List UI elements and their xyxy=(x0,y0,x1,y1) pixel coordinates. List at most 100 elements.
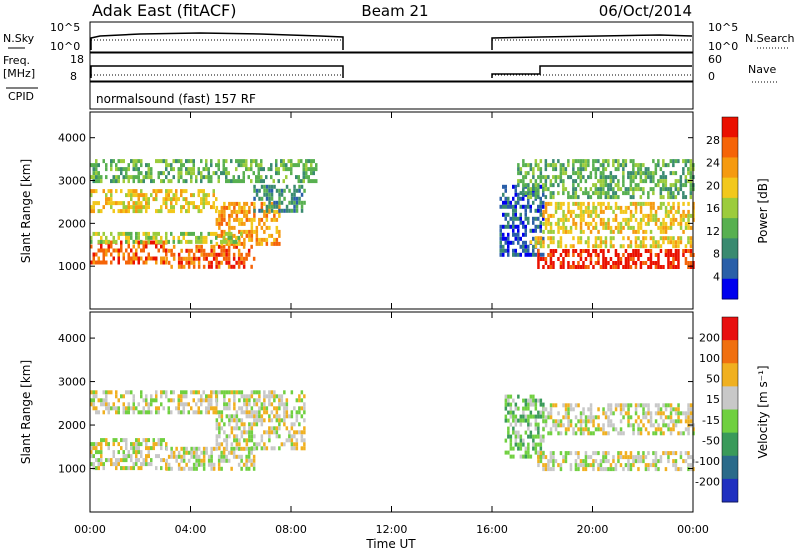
power-echo-cell xyxy=(572,249,575,253)
power-echo-cell xyxy=(122,205,125,210)
power-echo-cell xyxy=(604,205,608,210)
velocity-echo-cell xyxy=(632,455,635,460)
power-echo-cell xyxy=(674,179,678,184)
velocity-echo-cell xyxy=(247,454,251,459)
velocity-echo-cell xyxy=(692,423,695,428)
power-echo-cell xyxy=(522,175,525,180)
velocity-echo-cell xyxy=(507,402,510,407)
velocity-echo-cell xyxy=(290,390,294,395)
power-echo-cell xyxy=(230,209,234,214)
velocity-echo-cell xyxy=(539,434,543,439)
power-echo-cell xyxy=(280,192,284,197)
velocity-echo-cell xyxy=(674,463,678,468)
velocity-echo-cell xyxy=(300,414,304,419)
velocity-echo-cell xyxy=(275,394,279,399)
power-echo-cell xyxy=(512,228,515,233)
power-echo-cell xyxy=(689,175,693,180)
power-echo-cell xyxy=(310,179,313,184)
power-echo-cell xyxy=(517,224,520,229)
power-echo-cell xyxy=(185,179,188,184)
power-echo-cell xyxy=(692,201,695,206)
velocity-echo-cell xyxy=(537,463,540,468)
power-echo-cell xyxy=(629,179,633,184)
velocity-colorbar-segment xyxy=(722,478,738,503)
power-echo-cell xyxy=(190,167,193,172)
power-echo-cell xyxy=(664,187,668,192)
power-echo-cell xyxy=(664,179,668,184)
power-echo-cell xyxy=(579,201,583,206)
power-echo-cell xyxy=(248,217,251,222)
power-echo-cell xyxy=(120,240,123,245)
power-echo-cell xyxy=(584,209,588,214)
velocity-echo-cell xyxy=(192,410,195,415)
velocity-echo-cell xyxy=(155,398,158,403)
power-echo-cell xyxy=(524,208,527,213)
power-echo-cell xyxy=(504,224,507,229)
velocity-echo-cell xyxy=(145,454,148,459)
power-echo-cell xyxy=(527,187,530,192)
velocity-echo-cell xyxy=(659,459,663,464)
power-echo-cell xyxy=(207,167,210,172)
velocity-echo-cell xyxy=(624,403,628,408)
power-echo-cell xyxy=(594,261,598,265)
power-echo-cell xyxy=(512,212,515,217)
power-echo-cell xyxy=(185,189,188,194)
power-echo-cell xyxy=(597,195,600,200)
velocity-echo-cell xyxy=(537,451,540,456)
power-echo-cell xyxy=(577,236,580,241)
power-echo-cell xyxy=(614,205,618,210)
velocity-echo-cell xyxy=(609,411,613,416)
power-echo-cell xyxy=(649,249,653,253)
velocity-echo-cell xyxy=(634,403,638,408)
velocity-echo-cell xyxy=(517,406,520,411)
power-echo-cell xyxy=(659,221,663,226)
velocity-echo-cell xyxy=(115,394,118,399)
power-echo-cell xyxy=(288,208,291,213)
power-echo-cell xyxy=(225,171,228,176)
power-echo-cell xyxy=(115,179,118,184)
velocity-echo-cell xyxy=(517,442,520,447)
power-echo-cell xyxy=(587,253,590,257)
power-echo-cell xyxy=(632,187,635,192)
power-echo-cell xyxy=(647,175,650,180)
velocity-echo-cell xyxy=(639,403,643,408)
power-echo-cell xyxy=(245,233,249,238)
power-echo-cell xyxy=(594,240,598,245)
velocity-echo-cell xyxy=(587,455,590,460)
power-echo-cell xyxy=(205,197,208,202)
power-colorbar-segment xyxy=(722,197,738,219)
velocity-echo-cell xyxy=(105,458,108,463)
power-echo-cell xyxy=(517,183,520,188)
velocity-echo-cell xyxy=(664,407,668,412)
power-echo-cell xyxy=(102,205,105,210)
power-echo-cell xyxy=(629,257,633,261)
power-echo-cell xyxy=(165,197,168,202)
power-echo-cell xyxy=(634,187,638,192)
velocity-echo-cell xyxy=(250,450,253,455)
power-echo-cell xyxy=(502,204,505,209)
velocity-echo-cell xyxy=(290,438,294,443)
power-echo-cell xyxy=(155,256,158,261)
power-echo-cell xyxy=(270,163,273,168)
power-echo-cell xyxy=(212,256,216,261)
power-echo-cell xyxy=(260,163,263,168)
velocity-echo-cell xyxy=(562,415,565,420)
velocity-echo-band xyxy=(90,438,168,471)
power-echo-cell xyxy=(258,208,261,213)
velocity-echo-cell xyxy=(504,398,508,403)
power-echo-cell xyxy=(512,208,515,213)
power-echo-cell xyxy=(514,204,517,209)
velocity-echo-cell xyxy=(160,458,163,463)
velocity-echo-cell xyxy=(517,394,520,399)
power-echo-cell xyxy=(684,175,688,180)
velocity-echo-cell xyxy=(667,423,670,428)
power-echo-cell xyxy=(507,224,510,229)
power-echo-cell xyxy=(567,175,570,180)
power-echo-cell xyxy=(155,209,158,214)
power-echo-cell xyxy=(534,179,538,184)
velocity-echo-cell xyxy=(524,418,528,423)
power-echo-cell xyxy=(534,244,538,249)
power-echo-cell xyxy=(552,213,555,218)
power-echo-cell xyxy=(557,240,560,245)
velocity-echo-cell xyxy=(263,446,266,451)
